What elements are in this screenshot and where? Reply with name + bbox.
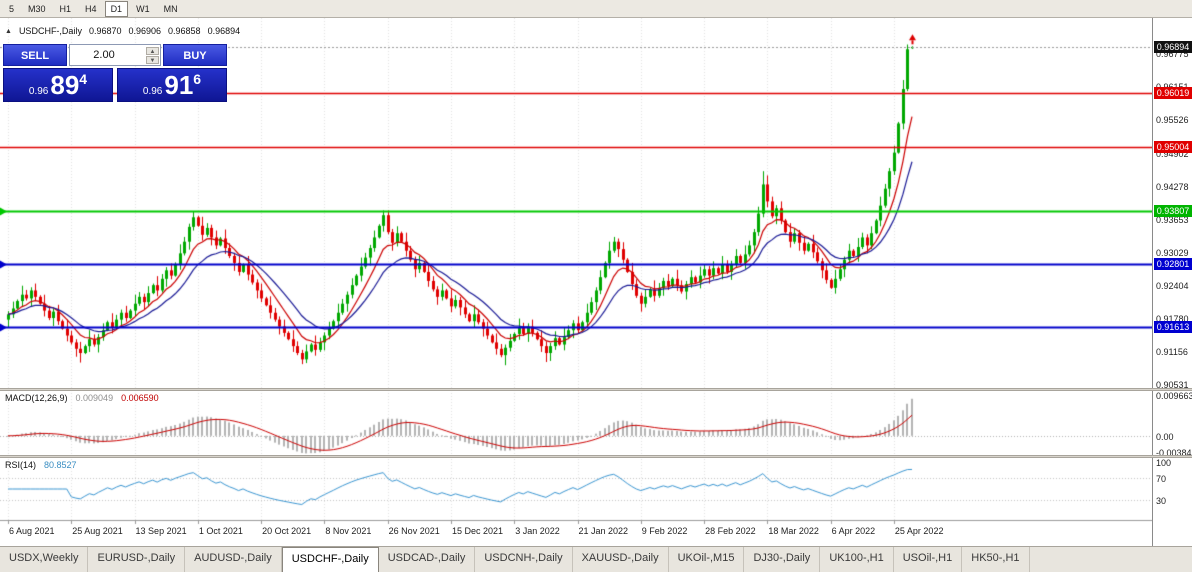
- price-tick-label: 0.94902: [1156, 148, 1189, 159]
- price-tick-label: 0.95526: [1156, 115, 1189, 126]
- ohlc-high: 0.96906: [128, 26, 162, 36]
- macd-label: MACD(12,26,9) 0.009049 0.006590: [5, 393, 159, 403]
- price-badge: 0.93807: [1154, 204, 1192, 217]
- buy-button[interactable]: BUY: [163, 44, 227, 66]
- rsi-axis-label: 30: [1156, 495, 1167, 506]
- macd-signal-value: 0.006590: [121, 393, 159, 403]
- buy-price-big: 91: [164, 70, 194, 100]
- price-tick-label: 0.93653: [1156, 214, 1189, 225]
- sell-button[interactable]: SELL: [3, 44, 67, 66]
- collapse-chart-icon[interactable]: ▲: [5, 27, 12, 35]
- one-click-trading-panel: SELL ▲ ▼ BUY 0.96 89 4 0.96 91 6: [3, 44, 227, 102]
- symbol-tab-USOil[interactable]: USOil-,H1: [894, 547, 963, 572]
- chart-window: 6 Aug 2021 25 Aug 2021 13 Sep 2021 1 Oct 20…: [0, 18, 1192, 546]
- price-badge: 0.92801: [1154, 257, 1192, 270]
- buy-price-prefix: 0.96: [142, 86, 163, 97]
- symbol-tab-USDCHF[interactable]: USDCHF-,Daily: [281, 547, 379, 572]
- price-badge: 0.96019: [1154, 87, 1192, 100]
- price-badge: 0.96894: [1154, 40, 1192, 53]
- sell-price[interactable]: 0.96 89 4: [3, 68, 113, 102]
- timeframe-button-H4[interactable]: H4: [85, 3, 97, 14]
- price-tick-label: 0.91156: [1156, 347, 1188, 358]
- symbol-tab-USDCNH[interactable]: USDCNH-,Daily: [475, 547, 573, 572]
- price-badge: 0.95004: [1154, 141, 1192, 154]
- price-axis[interactable]: 0.967750.961510.955260.949020.942780.936…: [1152, 18, 1192, 546]
- lot-size-box: ▲ ▼: [69, 44, 161, 66]
- symbol-tab-UK100[interactable]: UK100-,H1: [820, 547, 894, 572]
- rsi-title: RSI(14): [5, 460, 37, 470]
- price-badge: 0.91613: [1154, 320, 1192, 333]
- ohlc-close: 0.96894: [207, 26, 241, 36]
- price-tick-label: 0.92404: [1156, 280, 1189, 291]
- timeframe-toolbar: 5 M30 H1 H4 D1 W1 MN: [0, 0, 1192, 18]
- timeframe-button-W1[interactable]: W1: [136, 3, 150, 14]
- timeframe-button-MN[interactable]: MN: [163, 3, 178, 14]
- sell-price-sup: 4: [79, 71, 88, 87]
- panel-splitter-macd[interactable]: [0, 388, 1192, 391]
- symbol-tab-AUDUSD[interactable]: AUDUSD-,Daily: [185, 547, 282, 572]
- buy-price[interactable]: 0.96 91 6: [117, 68, 227, 102]
- ohlc-low: 0.96858: [168, 26, 201, 36]
- lot-size-input[interactable]: [70, 48, 138, 62]
- symbol-tab-USDCAD[interactable]: USDCAD-,Daily: [379, 547, 476, 572]
- price-tick-label: 0.91780: [1156, 314, 1189, 325]
- price-tick-label: 0.93029: [1156, 247, 1189, 258]
- price-tick-label: 0.96775: [1156, 49, 1189, 60]
- symbol-tab-HK50[interactable]: HK50-,H1: [962, 547, 1030, 572]
- price-tick-label: 0.94278: [1156, 181, 1189, 192]
- price-chart-canvas[interactable]: [0, 18, 1152, 546]
- buy-price-sup: 6: [193, 71, 202, 87]
- rsi-axis-label: 100: [1156, 458, 1172, 469]
- panel-splitter-rsi[interactable]: [0, 455, 1192, 458]
- ohlc-open: 0.96870: [88, 26, 122, 36]
- price-tick-label: 0.90531: [1156, 380, 1189, 391]
- macd-axis-label: 0.009663: [1156, 390, 1192, 401]
- ohlc-info: ▲ USDCHF-,Daily 0.96870 0.96906 0.96858 …: [5, 26, 240, 36]
- symbol-tab-EURUSD[interactable]: EURUSD-,Daily: [88, 547, 186, 572]
- macd-axis-label: -0.00384: [1156, 448, 1192, 459]
- timeframe-button-M30[interactable]: M30: [28, 3, 46, 14]
- macd-title: MACD(12,26,9): [5, 393, 68, 403]
- macd-axis-label: 0.00: [1156, 431, 1174, 442]
- symbol-tab-XAUUSD[interactable]: XAUUSD-,Daily: [573, 547, 669, 572]
- timeframe-button-5[interactable]: 5: [9, 3, 15, 14]
- timeframe-button-D1[interactable]: D1: [104, 0, 129, 17]
- lot-decrease-button[interactable]: ▼: [146, 55, 159, 64]
- symbol-tab-USDX[interactable]: USDX,Weekly: [0, 547, 89, 572]
- lot-increase-button[interactable]: ▲: [146, 46, 159, 55]
- macd-main-value: 0.009049: [75, 393, 114, 403]
- symbol-period-label: USDCHF-,Daily: [18, 26, 82, 36]
- sell-price-prefix: 0.96: [28, 86, 49, 97]
- rsi-value: 80.8527: [44, 460, 77, 470]
- rsi-label: RSI(14) 80.8527: [5, 460, 77, 470]
- symbol-tab-bar: USDX,Weekly EURUSD-,Daily AUDUSD-,Daily USD…: [0, 546, 1192, 572]
- symbol-tab-UKOil[interactable]: UKOil-,M15: [669, 547, 745, 572]
- symbol-tab-DJ30[interactable]: DJ30-,Daily: [744, 547, 821, 572]
- sell-price-big: 89: [50, 70, 80, 100]
- timeframe-button-H1[interactable]: H1: [59, 3, 72, 14]
- rsi-axis-label: 70: [1156, 474, 1167, 485]
